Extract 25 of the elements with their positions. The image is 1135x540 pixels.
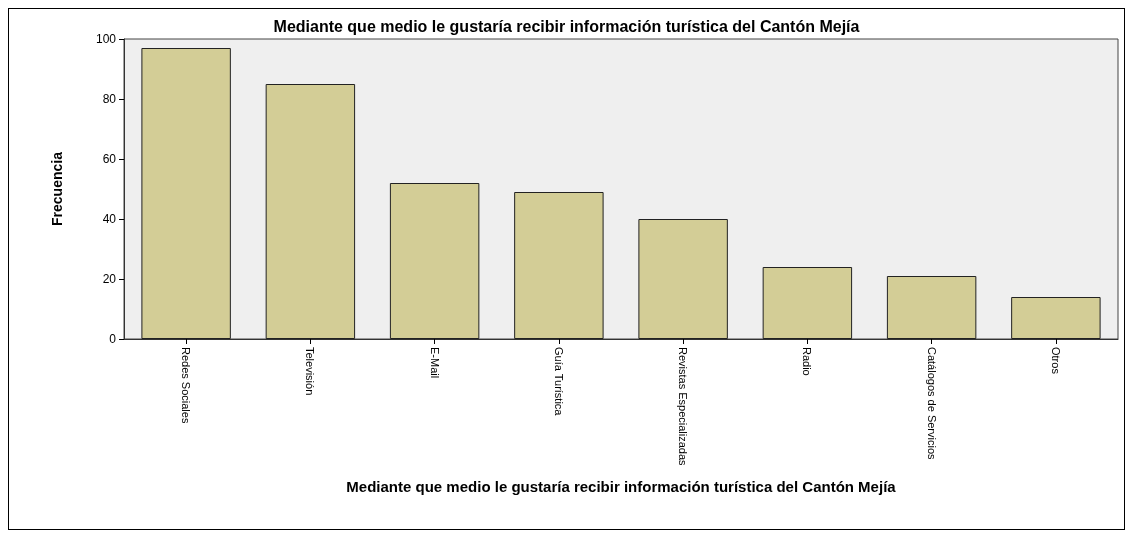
bar [886,276,977,339]
x-tick-label: Televisión [304,347,317,396]
x-tick-label: Catálogos de Servicios [925,347,938,460]
y-axis-title: Frecuencia [49,151,65,226]
bar [762,267,853,339]
y-tick-label: 80 [102,92,117,106]
bar [638,219,728,339]
y-tick-label: 20 [102,272,117,286]
x-tick-label: Redes Sociales [180,347,193,424]
y-tick-label: 100 [95,32,117,46]
bar [141,48,231,339]
chart-title: Mediante que medio le gustaría recibir información turística del Cantón Mejía [273,17,860,35]
bar [389,183,480,339]
y-tick-label: 0 [109,332,117,346]
x-tick-label: E-Mail [428,347,441,379]
bar [1011,297,1101,339]
x-tick-label: Radio [801,347,814,376]
y-tick-label: 40 [102,212,117,226]
x-tick-label: Revistas Especializadas [677,347,690,467]
x-axis-title: Mediante que medio le gustaría recibir información turística del Cantón Mejía [346,478,897,495]
bar [265,84,356,339]
x-tick-label: Guía Turística [552,347,565,417]
y-tick-label: 60 [102,152,117,166]
x-tick-label: Otros [1049,347,1062,375]
bar [514,192,604,339]
